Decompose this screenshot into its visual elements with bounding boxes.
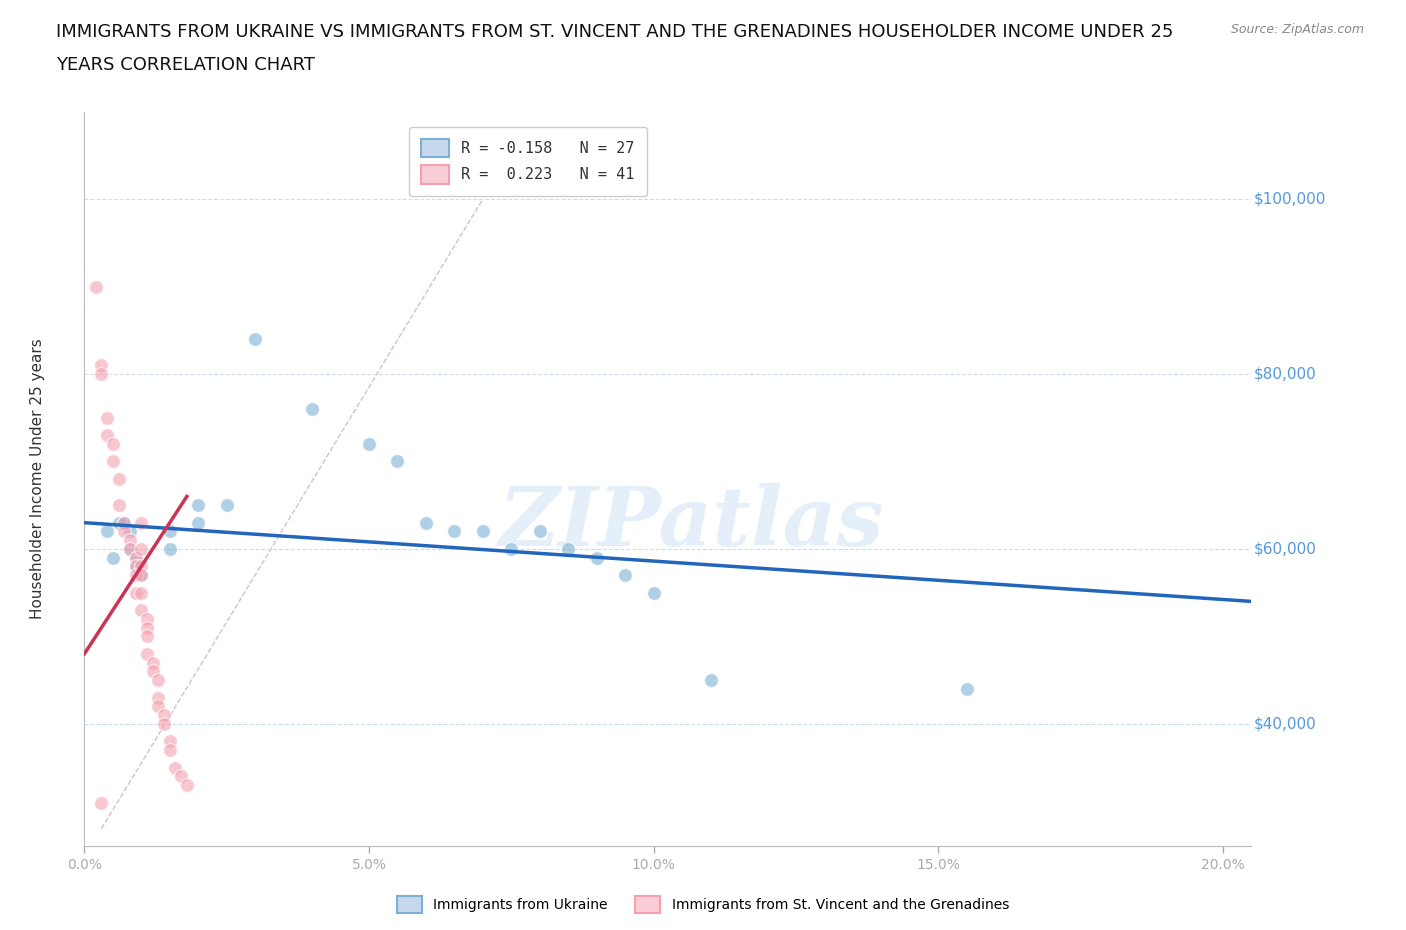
Text: ZIPatlas: ZIPatlas — [499, 483, 884, 563]
Point — [90, 366, 112, 381]
Text: $40,000: $40,000 — [1254, 716, 1316, 731]
Point — [585, 551, 607, 565]
Text: YEARS CORRELATION CHART: YEARS CORRELATION CHART — [56, 56, 315, 73]
Point — [443, 524, 465, 538]
Point — [956, 682, 979, 697]
Legend: Immigrants from Ukraine, Immigrants from St. Vincent and the Grenadines: Immigrants from Ukraine, Immigrants from… — [391, 890, 1015, 919]
Point — [357, 436, 380, 451]
Point — [124, 585, 146, 600]
Point — [112, 515, 135, 530]
Point — [136, 611, 159, 626]
Point — [84, 279, 107, 294]
Point — [129, 515, 152, 530]
Point — [101, 436, 124, 451]
Point — [90, 795, 112, 810]
Point — [176, 777, 198, 792]
Point — [159, 524, 181, 538]
Point — [107, 498, 129, 512]
Point — [471, 524, 494, 538]
Point — [124, 551, 146, 565]
Point — [187, 498, 209, 512]
Point — [96, 428, 118, 443]
Point — [129, 559, 152, 574]
Point — [148, 672, 170, 687]
Point — [153, 716, 176, 731]
Point — [118, 533, 141, 548]
Point — [124, 551, 146, 565]
Point — [301, 402, 323, 417]
Point — [614, 567, 637, 582]
Point — [159, 743, 181, 758]
Legend: R = -0.158   N = 27, R =  0.223   N = 41: R = -0.158 N = 27, R = 0.223 N = 41 — [409, 126, 647, 196]
Point — [415, 515, 437, 530]
Point — [129, 567, 152, 582]
Text: $100,000: $100,000 — [1254, 192, 1326, 206]
Point — [159, 734, 181, 749]
Point — [90, 358, 112, 373]
Point — [165, 760, 187, 775]
Text: Householder Income Under 25 years: Householder Income Under 25 years — [30, 339, 45, 619]
Point — [107, 515, 129, 530]
Point — [501, 541, 523, 556]
Point — [142, 655, 165, 670]
Point — [129, 567, 152, 582]
Point — [96, 410, 118, 425]
Point — [142, 664, 165, 679]
Point — [112, 524, 135, 538]
Point — [101, 551, 124, 565]
Point — [643, 585, 665, 600]
Text: $80,000: $80,000 — [1254, 366, 1316, 381]
Point — [129, 585, 152, 600]
Point — [101, 454, 124, 469]
Point — [118, 524, 141, 538]
Point — [170, 769, 193, 784]
Point — [124, 567, 146, 582]
Point — [129, 541, 152, 556]
Point — [153, 708, 176, 723]
Point — [243, 332, 266, 347]
Point — [112, 515, 135, 530]
Point — [136, 646, 159, 661]
Point — [124, 559, 146, 574]
Point — [215, 498, 238, 512]
Point — [699, 672, 721, 687]
Text: Source: ZipAtlas.com: Source: ZipAtlas.com — [1230, 23, 1364, 36]
Text: $60,000: $60,000 — [1254, 541, 1316, 556]
Point — [96, 524, 118, 538]
Point — [159, 541, 181, 556]
Point — [118, 541, 141, 556]
Point — [148, 699, 170, 714]
Point — [129, 603, 152, 618]
Point — [557, 541, 579, 556]
Point — [136, 620, 159, 635]
Point — [529, 524, 551, 538]
Point — [387, 454, 409, 469]
Point — [136, 629, 159, 644]
Point — [118, 541, 141, 556]
Point — [107, 472, 129, 486]
Text: IMMIGRANTS FROM UKRAINE VS IMMIGRANTS FROM ST. VINCENT AND THE GRENADINES HOUSEH: IMMIGRANTS FROM UKRAINE VS IMMIGRANTS FR… — [56, 23, 1174, 41]
Point — [148, 690, 170, 705]
Point — [187, 515, 209, 530]
Point — [124, 559, 146, 574]
